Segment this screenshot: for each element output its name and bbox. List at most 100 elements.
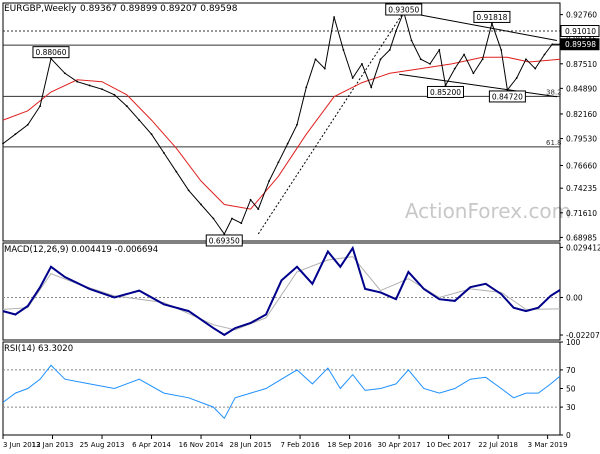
price-point	[2, 142, 4, 145]
price-point	[351, 77, 354, 79]
price-point	[543, 53, 546, 56]
price-annotation-box	[473, 10, 511, 23]
price-point	[257, 208, 260, 211]
price-point	[444, 84, 447, 87]
price-point	[342, 48, 345, 51]
y-tick-label: 0.74235	[566, 184, 597, 193]
ohlc-readout: 0.89367 0.89899 0.89207 0.89598	[80, 4, 238, 14]
y-tick-label: 0	[566, 431, 571, 440]
price-point	[76, 80, 79, 83]
x-tick-label: 25 Aug 2013	[80, 441, 125, 449]
price-annotation-box	[205, 234, 243, 247]
y-tick-label: 0.87510	[566, 60, 597, 69]
price-point	[333, 16, 336, 18]
y-tick-label: 0.68985	[566, 233, 597, 242]
price-point	[286, 142, 289, 145]
price-marker-box	[560, 25, 600, 38]
price-point	[314, 58, 317, 61]
panel-frame-1	[2, 242, 561, 341]
price-point	[268, 180, 271, 182]
axis-layer: 0.927600.901450.875100.848900.821600.795…	[2, 11, 600, 449]
annotation-layer: 38.2 61.8 0.93050 0.88060 0.91818 0.85200 0.84…	[32, 3, 562, 247]
price-point	[463, 53, 465, 56]
price-point	[200, 203, 202, 206]
price-annotation-label: 0.69350	[209, 236, 240, 245]
price-point	[305, 86, 308, 89]
price-annotation-box	[488, 90, 526, 103]
price-point	[223, 233, 226, 235]
price-point	[525, 58, 527, 61]
x-tick-label: 3 Mar 2019	[528, 441, 568, 449]
symbol-label: EURGBP,Weekly	[4, 4, 77, 14]
price-point	[39, 105, 42, 107]
price-point	[150, 133, 153, 136]
price-marker-box	[560, 38, 600, 51]
x-tick-label: 13 Jan 2013	[32, 441, 74, 449]
x-tick-label: 22 Jul 2018	[478, 441, 518, 449]
y-tick-label: 0.84890	[566, 84, 597, 93]
x-tick-label: 30 Apr 2017	[377, 441, 420, 449]
price-point	[296, 123, 298, 126]
x-tick-label: 28 Jun 2015	[230, 441, 272, 449]
price-point	[551, 43, 554, 46]
price-point	[26, 123, 29, 126]
price-point	[388, 48, 391, 51]
price-point	[50, 57, 52, 60]
rsi-line	[2, 364, 561, 420]
price-point	[438, 48, 441, 51]
price-point	[419, 58, 422, 61]
x-tick-label: 18 Sep 2016	[327, 441, 372, 449]
price-point	[14, 133, 17, 136]
fib-level-label: 61.8	[546, 139, 562, 147]
price-point	[370, 86, 373, 89]
price-annotation-label: 0.91818	[476, 13, 507, 22]
x-tick-label: 6 Apr 2014	[132, 441, 171, 449]
price-annotation-label: 0.93050	[388, 6, 419, 15]
price-point	[231, 217, 233, 220]
price-point	[515, 77, 518, 79]
price-annotation-label: 0.88060	[35, 48, 66, 57]
price-point	[453, 67, 456, 70]
series-layer	[2, 10, 561, 420]
price-point	[277, 161, 280, 164]
panel-frame-0	[2, 2, 561, 242]
fib-level-label: 38.2	[546, 88, 562, 96]
x-tick-label: 3 Jun 2012	[3, 441, 41, 449]
price-point	[472, 72, 475, 75]
price-point	[101, 88, 103, 91]
price-point	[240, 222, 243, 225]
watermark-layer: ActionForex.com	[405, 199, 571, 223]
price-point	[395, 30, 397, 33]
x-tick-label: 7 Feb 2016	[281, 441, 321, 449]
y-tick-label: 0.82160	[566, 110, 597, 119]
grid-layer	[3, 11, 560, 408]
price-point	[361, 63, 363, 65]
price-point	[500, 48, 503, 51]
y-tick-label: 30	[566, 403, 576, 412]
price-annotation-label: 0.85200	[430, 88, 461, 97]
price-point	[125, 105, 128, 107]
y-tick-label: -0.022074	[566, 331, 600, 340]
price-point	[481, 58, 484, 61]
y-tick-label: 0.00	[566, 293, 583, 302]
price-point	[506, 89, 509, 91]
price-point	[410, 39, 413, 42]
y-tick-label: 0.92760	[566, 11, 597, 20]
price-point	[138, 119, 141, 122]
macd-title: MACD(12,26,9) 0.004419 -0.006694	[4, 245, 158, 255]
price-point	[113, 93, 116, 96]
trendline	[399, 73, 557, 98]
price-point	[88, 84, 91, 87]
price-point	[63, 72, 66, 75]
price-annotation-box	[32, 46, 70, 59]
y-tick-label: 70	[566, 366, 576, 375]
price-annotation-box	[385, 3, 423, 16]
price-marker-label: 0.89598	[565, 40, 596, 49]
trendline	[403, 11, 557, 41]
price-point	[429, 63, 431, 65]
price-point	[187, 189, 190, 192]
watermark-text: ActionForex.com	[405, 199, 571, 223]
